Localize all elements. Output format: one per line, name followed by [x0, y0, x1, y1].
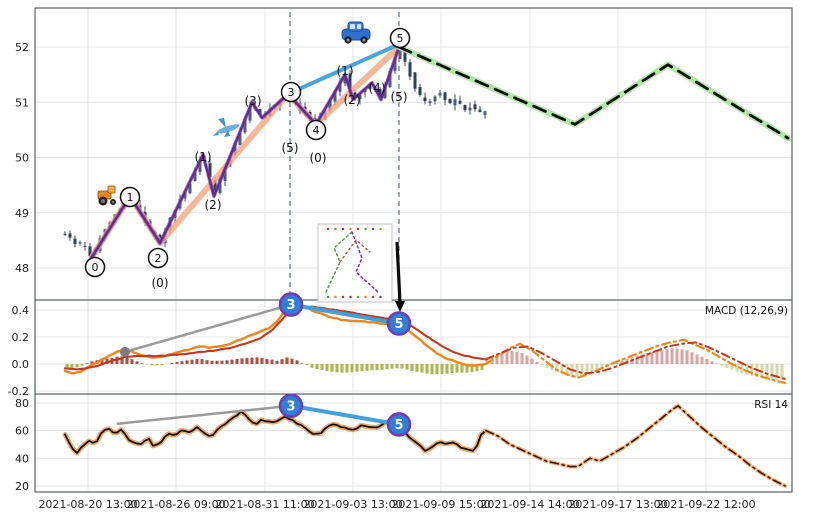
svg-text:3: 3: [288, 86, 295, 99]
rsi-gray-trendline[interactable]: [116, 404, 293, 425]
svg-text:1: 1: [127, 191, 134, 204]
x-tick-label: 2021-09-03 13:00: [303, 498, 402, 511]
rsi-y-tick: 80: [15, 397, 29, 410]
price-y-tick: 50: [15, 152, 29, 165]
macd-forecast: [484, 338, 787, 384]
macd-gray-trendline[interactable]: [123, 303, 293, 354]
pivot-marker-circled[interactable]: 2: [147, 247, 169, 269]
rsi-y-tick: 20: [15, 480, 29, 493]
macd-y-tick: -0.2: [8, 385, 29, 398]
subwave-label: (3): [245, 94, 262, 108]
macd-signal-forecast: [485, 341, 786, 380]
rsi-line: [64, 410, 486, 454]
airplane-icon: [213, 118, 240, 137]
x-tick-label: 2021-09-17 13:00: [568, 498, 667, 511]
svg-text:2: 2: [155, 252, 162, 265]
x-tick-label: 2021-09-14 14:00: [480, 498, 579, 511]
subwave-label: (5): [282, 141, 299, 155]
svg-text:4: 4: [313, 124, 320, 137]
price-forecast-dashed: [397, 45, 790, 140]
price-y-tick: 52: [15, 41, 29, 54]
subwave-label: (2): [344, 93, 361, 107]
svg-text:3: 3: [286, 298, 295, 313]
pivot-marker-circled[interactable]: 0: [84, 256, 106, 278]
macd-pivot-badge[interactable]: 5: [386, 311, 412, 336]
svg-text:5: 5: [397, 32, 404, 45]
price-y-tick: 48: [15, 262, 29, 275]
subwave-label: (2): [205, 198, 222, 212]
subwave-label: (4): [369, 81, 386, 95]
down-arrow: [395, 241, 405, 312]
macd-y-tick: 0.2: [12, 331, 30, 344]
macd-y-tick: 0.0: [12, 358, 30, 371]
macd-gray-dot[interactable]: [120, 346, 130, 357]
rsi-pivot-badge[interactable]: 5: [386, 412, 412, 437]
car-icon: [341, 21, 371, 44]
subwave-label: (0): [310, 151, 327, 165]
macd-y-tick: 0.4: [12, 304, 30, 317]
macd-line: [63, 303, 487, 375]
trendline-3-5[interactable]: [286, 42, 401, 96]
rsi-pivot-badge[interactable]: 3: [278, 393, 304, 419]
macd-pivot-badge[interactable]: 3: [278, 292, 304, 317]
subwave-label: (1): [195, 150, 212, 164]
pivot-marker-circled[interactable]: 3: [280, 81, 302, 103]
wave-path-subwaves: [90, 45, 401, 259]
x-tick-label: 2021-08-26 09:00: [126, 498, 225, 511]
rsi-forecast: [485, 404, 786, 487]
svg-text:3: 3: [286, 399, 295, 414]
rsi-plot: 35: [62, 393, 787, 488]
macd-panel-label: MACD (12,26,9): [704, 305, 788, 317]
macd-plot: 35: [63, 292, 787, 384]
svg-text:0: 0: [92, 261, 99, 274]
price-y-tick: 51: [15, 96, 29, 109]
wave-pattern-inset[interactable]: [317, 223, 393, 303]
svg-text:5: 5: [394, 317, 403, 332]
pivot-marker-circled[interactable]: 4: [305, 119, 327, 141]
x-tick-label: 2021-09-09 15:00: [391, 498, 490, 511]
price-y-tick: 49: [15, 207, 29, 220]
x-tick-label: 2021-08-31 11:00: [215, 498, 314, 511]
tractor-icon: [97, 185, 116, 206]
svg-text:5: 5: [394, 418, 403, 433]
rsi-y-tick: 40: [15, 452, 29, 465]
x-tick-label: 2021-09-22 12:00: [656, 498, 755, 511]
x-tick-label: 2021-08-20 13:00: [38, 498, 137, 511]
subwave-label: (5): [391, 90, 408, 104]
rsi-panel-label: RSI 14: [754, 399, 788, 411]
subwave-label: (1): [337, 64, 354, 78]
rsi-blue-trendline[interactable]: [289, 403, 401, 427]
pivot-marker-circled[interactable]: 5: [389, 27, 411, 49]
price-plot: 0 1 2 3 4 5 (0) (1) (2) (3) (5) (0) (1) (2) (4) (5): [63, 12, 791, 312]
macd-blue-trendline[interactable]: [289, 302, 401, 326]
macd-signal-line: [63, 305, 487, 371]
pivot-marker-circled[interactable]: 1: [119, 186, 141, 208]
rsi-y-tick: 60: [15, 425, 29, 438]
subwave-label: (0): [152, 276, 169, 290]
